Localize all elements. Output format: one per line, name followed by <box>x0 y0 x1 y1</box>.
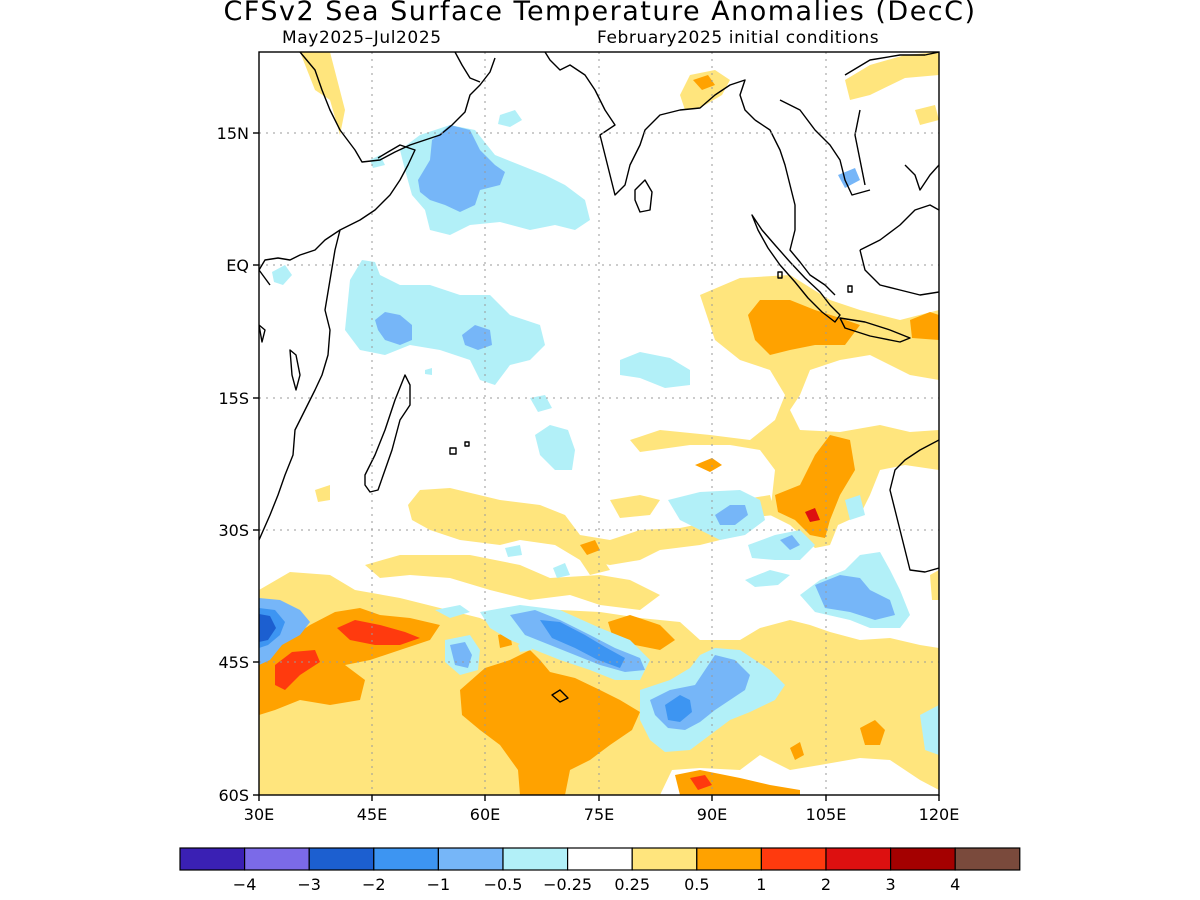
y-tick-label: 45S <box>218 653 249 672</box>
x-tick-label: 120E <box>919 805 960 824</box>
chart-title: CFSv2 Sea Surface Temperature Anomalies … <box>223 0 977 27</box>
x-tick-label: 105E <box>806 805 847 824</box>
colorbar-label: −3 <box>297 875 321 894</box>
very-strong-warm-region <box>805 508 820 522</box>
colorbar-label: 0.25 <box>614 875 650 894</box>
colorbar-swatch <box>308 847 375 871</box>
y-tick-label: 30S <box>218 521 249 540</box>
colorbar-label: 3 <box>886 875 896 894</box>
very-strong-cool-region <box>259 614 276 642</box>
colorbar-swatch <box>244 847 310 871</box>
colorbar-swatch <box>696 847 762 871</box>
x-tick-label: 60E <box>470 805 500 824</box>
y-tick-label: 15N <box>217 124 249 143</box>
colorbar-swatch <box>373 847 439 871</box>
colorbar-label: 1 <box>756 875 766 894</box>
forecast-period: May2025–Jul2025 <box>282 28 442 48</box>
initial-conditions: February2025 initial conditions <box>597 28 880 48</box>
y-tick-label: EQ <box>226 256 249 275</box>
colorbar-label: −0.25 <box>543 875 592 894</box>
x-tick-label: 45E <box>357 805 387 824</box>
y-tick-label: 60S <box>218 786 249 805</box>
x-axis: 30E 45E 60E 75E 90E 105E 120E <box>244 795 960 824</box>
colorbar-label: −1 <box>427 875 451 894</box>
coastlines <box>259 52 939 703</box>
y-tick-label: 15S <box>218 389 249 408</box>
colorbar-swatch <box>825 847 892 871</box>
strong-warm-regions <box>275 620 420 690</box>
colorbar: −4 −3 −2 −1 −0.5 −0.25 0.25 0.5 1 2 3 4 <box>179 847 1021 894</box>
colorbar-swatch <box>566 847 633 871</box>
x-tick-label: 90E <box>697 805 727 824</box>
grid-lines <box>259 52 939 795</box>
colorbar-label: −0.5 <box>484 875 523 894</box>
y-axis: 15N EQ 15S 30S 45S 60S <box>217 124 259 805</box>
anomaly-field <box>259 52 939 795</box>
colorbar-swatch <box>760 847 827 871</box>
colorbar-label: 4 <box>950 875 960 894</box>
warm-spot <box>690 775 712 790</box>
colorbar-swatch <box>502 847 569 871</box>
colorbar-swatch <box>437 847 504 871</box>
colorbar-swatch <box>954 847 1021 871</box>
colorbar-label: 0.5 <box>684 875 709 894</box>
colorbar-label: 2 <box>821 875 831 894</box>
colorbar-swatch <box>179 847 246 871</box>
colorbar-swatch <box>631 847 698 871</box>
colorbar-swatch <box>889 847 956 871</box>
x-tick-label: 30E <box>244 805 274 824</box>
colorbar-label: −2 <box>362 875 386 894</box>
colorbar-label: −4 <box>233 875 257 894</box>
x-tick-label: 75E <box>584 805 614 824</box>
